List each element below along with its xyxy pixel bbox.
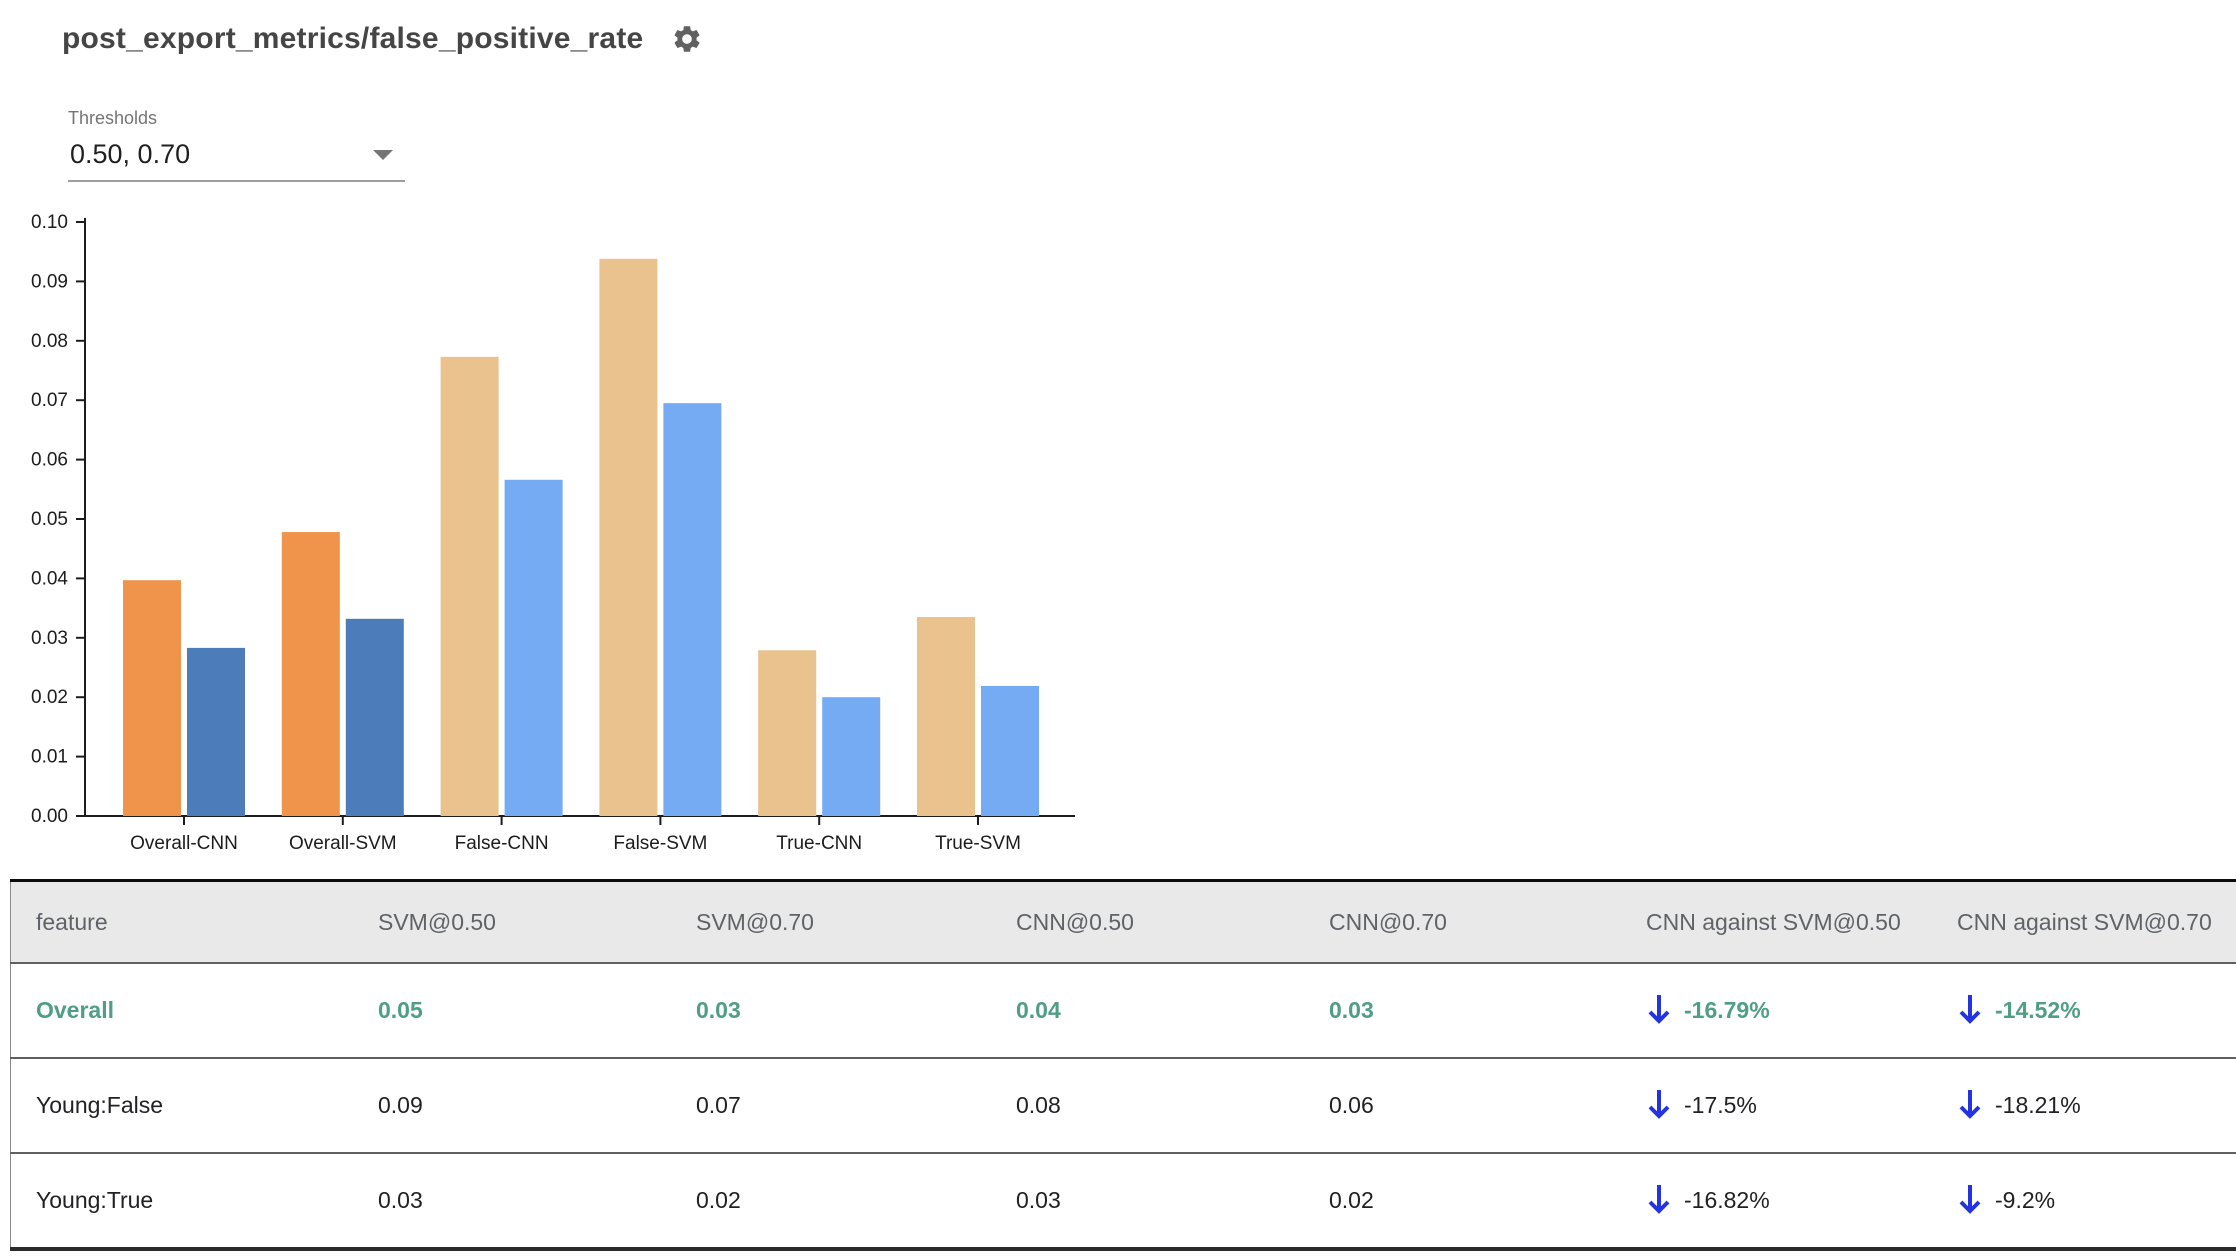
metric-value-cell: 0.05 bbox=[378, 962, 696, 1058]
comparison-cell: -16.82% bbox=[1646, 1152, 1957, 1249]
y-axis-tick-label: 0.10 bbox=[31, 212, 68, 233]
gear-icon[interactable] bbox=[671, 23, 703, 55]
y-axis-tick-label: 0.06 bbox=[31, 450, 68, 471]
metrics-table-header: feature SVM@0.50 SVM@0.70 CNN@0.50 CNN@0.70 C… bbox=[10, 880, 2236, 963]
metric-value-cell: 0.08 bbox=[1016, 1057, 1329, 1153]
x-axis-label-true-svm: True-SVM bbox=[935, 833, 1021, 854]
title-bar: post_export_metrics/false_positive_rate bbox=[62, 22, 703, 56]
table-row-overall[interactable]: Overall 0.05 0.03 0.04 0.03 -16.79% -14.52% bbox=[10, 962, 2236, 1058]
bar-true-cnn-t070[interactable] bbox=[822, 697, 881, 816]
y-axis-tick-label: 0.09 bbox=[31, 271, 68, 292]
down-arrow-icon bbox=[1959, 994, 1981, 1024]
down-arrow-icon bbox=[1648, 1089, 1670, 1119]
metric-value-cell: 0.04 bbox=[1016, 962, 1329, 1058]
column-header-cnn-0-70: CNN@0.70 bbox=[1329, 880, 1646, 963]
y-axis-tick-label: 0.00 bbox=[31, 806, 68, 827]
metric-value-cell: 0.02 bbox=[696, 1152, 1016, 1249]
y-axis-tick-label: 0.01 bbox=[31, 747, 68, 768]
table-row-young-false[interactable]: Young:False 0.09 0.07 0.08 0.06 -17.5% -18.21% bbox=[10, 1057, 2236, 1153]
table-row-young-true[interactable]: Young:True 0.03 0.02 0.03 0.02 -16.82% -9.2% bbox=[10, 1152, 2236, 1249]
delta-percentage: -9.2% bbox=[1995, 1187, 2056, 1213]
feature-cell: Young:False bbox=[10, 1057, 378, 1153]
column-header-cnn-against-svm-0-50: CNN against SVM@0.50 bbox=[1646, 880, 1957, 963]
chevron-down-icon bbox=[373, 149, 393, 160]
bar-false-svm-t050[interactable] bbox=[599, 258, 658, 816]
thresholds-value: 0.50, 0.70 bbox=[70, 139, 191, 169]
delta-percentage: -16.82% bbox=[1684, 1187, 1770, 1213]
false-positive-rate-bar-chart: 0.00 0.01 0.02 0.03 0.04 0.05 0.06 0.07 0.08 0.09… bbox=[31, 212, 1075, 854]
delta-percentage: -17.5% bbox=[1684, 1092, 1757, 1118]
x-axis-label-false-cnn: False-CNN bbox=[455, 833, 549, 854]
comparison-cell: -16.79% bbox=[1646, 962, 1957, 1058]
metric-value-cell: 0.03 bbox=[1016, 1152, 1329, 1249]
column-header-cnn-0-50: CNN@0.50 bbox=[1016, 880, 1329, 963]
down-arrow-icon bbox=[1648, 1184, 1670, 1214]
comparison-cell: -9.2% bbox=[1957, 1152, 2236, 1249]
y-axis-tick-label: 0.05 bbox=[31, 509, 68, 530]
down-arrow-icon bbox=[1959, 1089, 1981, 1119]
y-axis-tick-label: 0.03 bbox=[31, 628, 68, 649]
bar-false-cnn-t070[interactable] bbox=[504, 479, 563, 816]
column-header-feature: feature bbox=[10, 880, 378, 963]
delta-percentage: -16.79% bbox=[1684, 997, 1770, 1023]
bar-overall-cnn-t070[interactable] bbox=[187, 647, 245, 816]
metric-value-cell: 0.07 bbox=[696, 1057, 1016, 1153]
y-axis-tick-label: 0.02 bbox=[31, 687, 68, 708]
y-axis-tick-label: 0.04 bbox=[31, 568, 68, 589]
metric-value-cell: 0.03 bbox=[696, 962, 1016, 1058]
metric-value-cell: 0.06 bbox=[1329, 1057, 1646, 1153]
feature-cell: Overall bbox=[10, 962, 378, 1058]
y-axis-tick-label: 0.07 bbox=[31, 390, 68, 411]
delta-percentage: -18.21% bbox=[1995, 1092, 2081, 1118]
column-header-cnn-against-svm-0-70: CNN against SVM@0.70 bbox=[1957, 880, 2236, 963]
metric-value-cell: 0.03 bbox=[378, 1152, 696, 1249]
metrics-table: feature SVM@0.50 SVM@0.70 CNN@0.50 CNN@0.70 C… bbox=[10, 879, 2236, 1251]
bar-true-cnn-t050[interactable] bbox=[758, 650, 817, 816]
bar-true-svm-t050[interactable] bbox=[917, 617, 975, 816]
comparison-cell: -18.21% bbox=[1957, 1057, 2236, 1153]
thresholds-value-row[interactable]: 0.50, 0.70 bbox=[68, 135, 405, 182]
column-header-svm-0-70: SVM@0.70 bbox=[696, 880, 1016, 963]
metric-value-cell: 0.09 bbox=[378, 1057, 696, 1153]
x-axis-label-overall-cnn: Overall-CNN bbox=[130, 833, 238, 854]
x-axis-label-true-cnn: True-CNN bbox=[776, 833, 862, 854]
comparison-cell: -17.5% bbox=[1646, 1057, 1957, 1153]
x-axis-label-overall-svm: Overall-SVM bbox=[289, 833, 397, 854]
delta-percentage: -14.52% bbox=[1995, 997, 2081, 1023]
page-title: post_export_metrics/false_positive_rate bbox=[62, 22, 644, 55]
x-axis-label-false-svm: False-SVM bbox=[613, 833, 707, 854]
metric-value-cell: 0.03 bbox=[1329, 962, 1646, 1058]
y-axis-tick-label: 0.08 bbox=[31, 331, 68, 352]
bar-true-svm-t070[interactable] bbox=[981, 685, 1039, 816]
column-header-svm-0-50: SVM@0.50 bbox=[378, 880, 696, 963]
comparison-cell: -14.52% bbox=[1957, 962, 2236, 1058]
feature-cell: Young:True bbox=[10, 1152, 378, 1249]
down-arrow-icon bbox=[1648, 994, 1670, 1024]
thresholds-label: Thresholds bbox=[68, 108, 158, 128]
bar-overall-svm-t070[interactable] bbox=[345, 618, 404, 816]
bar-false-cnn-t050[interactable] bbox=[440, 356, 499, 816]
metric-value-cell: 0.02 bbox=[1329, 1152, 1646, 1249]
bar-overall-svm-t050[interactable] bbox=[281, 532, 340, 816]
down-arrow-icon bbox=[1959, 1184, 1981, 1214]
bar-false-svm-t070[interactable] bbox=[663, 403, 722, 816]
thresholds-dropdown[interactable]: Thresholds 0.50, 0.70 bbox=[68, 108, 405, 182]
bar-overall-cnn-t050[interactable] bbox=[123, 580, 181, 816]
